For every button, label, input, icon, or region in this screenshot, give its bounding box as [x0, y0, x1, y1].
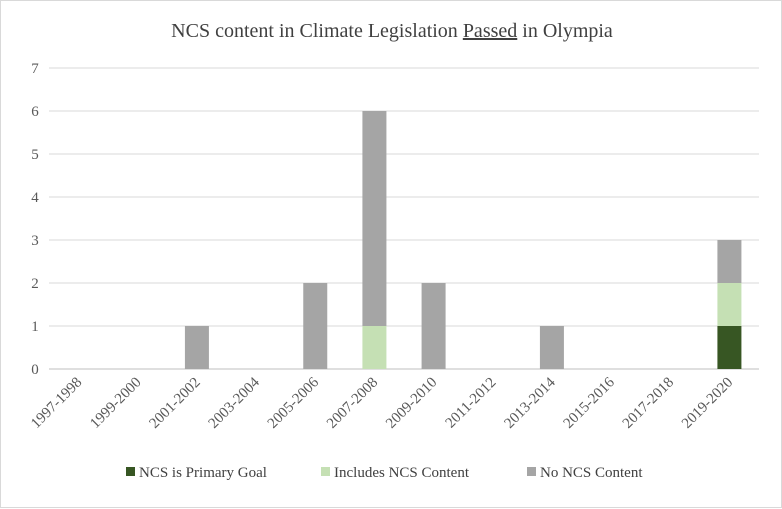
chart-title: NCS content in Climate Legislation Passe…	[171, 20, 613, 42]
y-tick-label: 1	[31, 319, 39, 335]
bar-segment	[717, 283, 742, 326]
x-tick-label: 2005-2006	[265, 374, 323, 432]
gridlines	[49, 67, 759, 370]
bar-segment	[539, 326, 564, 369]
bar-segment	[717, 326, 742, 369]
x-tick-label: 2019-2020	[679, 375, 736, 432]
chart-title-underlined: Passed	[463, 20, 517, 42]
x-tick-label: 2013-2014	[501, 374, 559, 432]
y-tick-label: 4	[31, 190, 39, 206]
x-tick-label: 2015-2016	[561, 374, 619, 432]
legend: NCS is Primary Goal Includes NCS Content N…	[126, 465, 643, 481]
y-axis-ticks: 0 1 2 3 4 5 6 7	[31, 61, 39, 378]
x-tick-label: 2001-2002	[146, 375, 203, 432]
y-tick-label: 2	[31, 276, 39, 292]
y-tick-label: 0	[31, 362, 39, 378]
bar-segment	[421, 283, 446, 369]
y-tick-label: 6	[31, 104, 39, 120]
y-tick-label: 3	[31, 233, 39, 249]
bar-segment	[303, 283, 328, 369]
legend-swatch	[126, 467, 135, 476]
bar-segment	[362, 326, 387, 369]
legend-swatch	[527, 467, 536, 476]
chart-title-part-2: in Olympia	[517, 20, 613, 42]
chart-title-part-1: NCS content in Climate Legislation	[171, 20, 463, 42]
legend-label: NCS is Primary Goal	[139, 465, 267, 481]
x-tick-label: 1997-1998	[28, 375, 85, 432]
x-tick-label: 2017-2018	[620, 375, 677, 432]
x-tick-label: 2011-2012	[443, 375, 500, 432]
legend-label: No NCS Content	[540, 465, 643, 481]
x-tick-label: 2003-2004	[206, 374, 264, 432]
legend-label: Includes NCS Content	[334, 465, 470, 481]
bars	[184, 111, 742, 369]
bar-segment	[717, 240, 742, 283]
bar-segment	[362, 111, 387, 326]
x-tick-label: 1999-2000	[87, 375, 144, 432]
x-axis-ticks: 1997-1998 1999-2000 2001-2002 2003-2004 2005…	[28, 374, 736, 432]
x-tick-label: 2007-2008	[324, 375, 381, 432]
y-tick-label: 5	[31, 147, 39, 163]
x-tick-label: 2009-2010	[383, 375, 440, 432]
bar-segment	[184, 326, 209, 369]
y-tick-label: 7	[31, 61, 39, 77]
legend-swatch	[321, 467, 330, 476]
